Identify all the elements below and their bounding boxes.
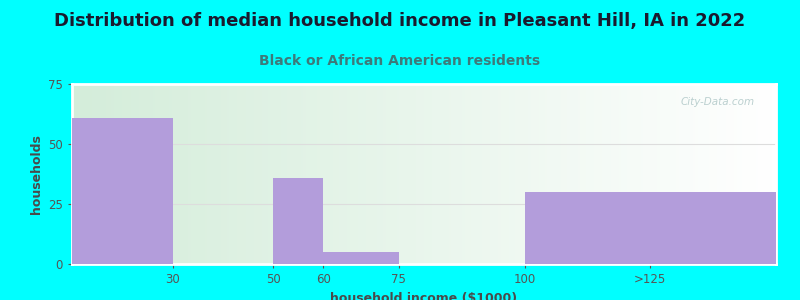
Text: City-Data.com: City-Data.com	[681, 97, 755, 106]
Bar	[525, 192, 776, 264]
Bar	[72, 118, 173, 264]
Text: Distribution of median household income in Pleasant Hill, IA in 2022: Distribution of median household income …	[54, 12, 746, 30]
Y-axis label: households: households	[30, 134, 42, 214]
X-axis label: household income ($1000): household income ($1000)	[330, 292, 518, 300]
Bar	[273, 178, 323, 264]
Text: Black or African American residents: Black or African American residents	[259, 54, 541, 68]
Bar	[323, 252, 399, 264]
